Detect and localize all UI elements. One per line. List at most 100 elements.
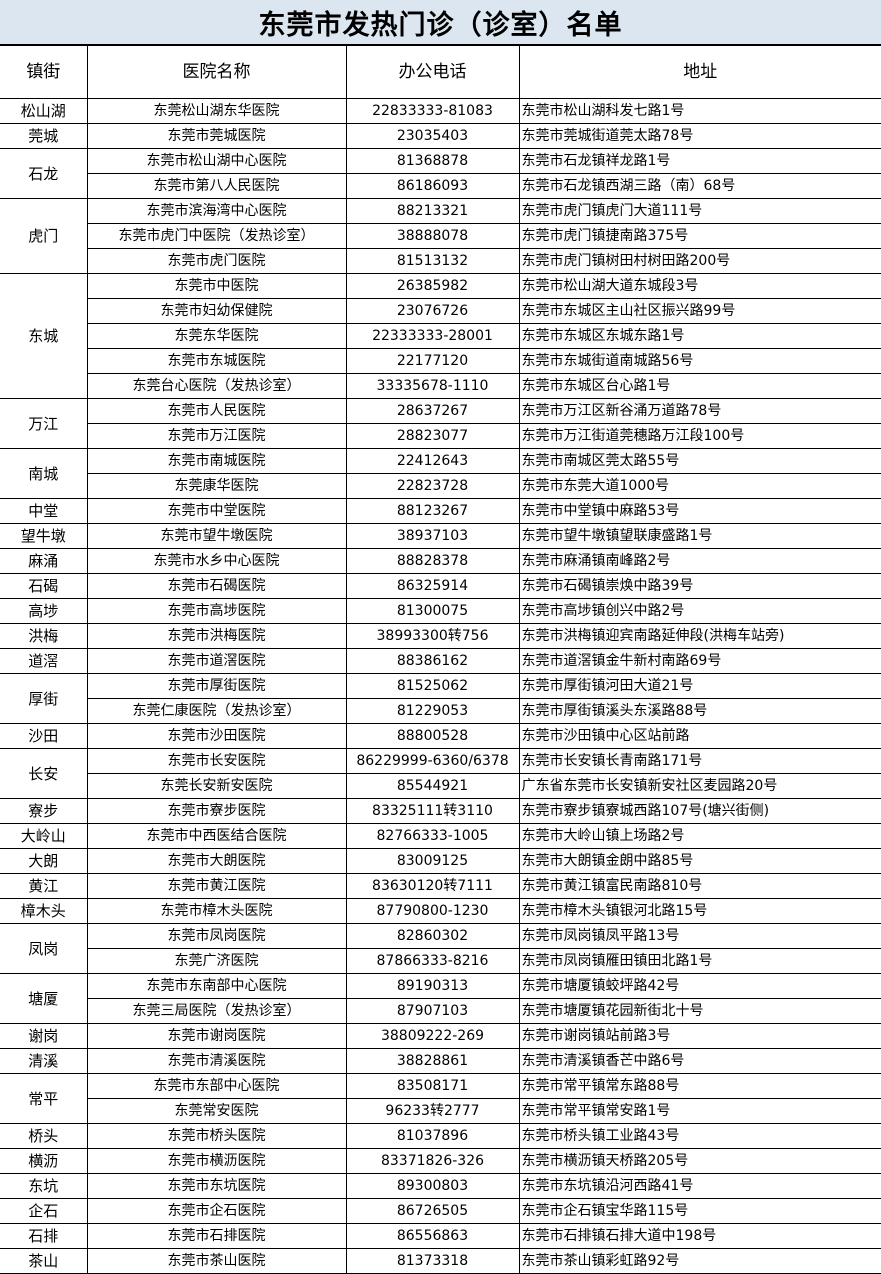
address-cell: 东莞市石碣镇崇焕中路39号 — [518, 573, 881, 599]
table-row: 望牛墩 东莞市望牛墩医院 38937103 东莞市望牛墩镇望联康盛路1号 — [0, 523, 881, 549]
table-row: 茶山 东莞市茶山医院 81373318 东莞市茶山镇彩虹路92号 — [0, 1248, 881, 1274]
hospital-name-cell: 东莞市水乡中心医院 — [86, 548, 347, 574]
phone-cell: 83371826-326 — [345, 1148, 520, 1174]
hospital-name-cell: 东莞市黄江医院 — [86, 873, 347, 899]
hospital-name-cell: 东莞市樟木头医院 — [86, 898, 347, 924]
phone-cell: 28637267 — [345, 398, 520, 424]
address-cell: 东莞市塘厦镇蛟坪路42号 — [518, 973, 881, 999]
phone-cell: 88213321 — [345, 198, 520, 224]
hospital-name-cell: 东莞市寮步医院 — [86, 798, 347, 824]
header-town: 镇街 — [0, 45, 88, 99]
town-cell: 高埗 — [0, 598, 88, 624]
address-cell: 东莞市道滘镇金牛新村南路69号 — [518, 648, 881, 674]
table-row: 道滘 东莞市道滘医院 88386162 东莞市道滘镇金牛新村南路69号 — [0, 648, 881, 674]
hospital-name-cell: 东莞市沙田医院 — [86, 723, 347, 749]
town-cell: 大岭山 — [0, 823, 88, 849]
hospital-name-cell: 东莞市长安医院 — [86, 748, 347, 774]
phone-cell: 86726505 — [345, 1198, 520, 1224]
header-phone: 办公电话 — [345, 45, 520, 99]
town-cell: 道滘 — [0, 648, 88, 674]
hospital-name-cell: 东莞市望牛墩医院 — [86, 523, 347, 549]
page-title: 东莞市发热门诊（诊室）名单 — [0, 0, 881, 45]
table-row: 大岭山 东莞市中西医结合医院 82766333-1005 东莞市大岭山镇上场路2号 — [0, 823, 881, 849]
table-row: 黄江 东莞市黄江医院 83630120转7111 东莞市黄江镇富民南路810号 — [0, 873, 881, 899]
address-cell: 东莞市石排镇石排大道中198号 — [518, 1223, 881, 1249]
table-row: 东坑 东莞市东坑医院 89300803 东莞市东坑镇沿河西路41号 — [0, 1173, 881, 1199]
table-row: 东莞广济医院 87866333-8216 东莞市凤岗镇雁田镇田北路1号 — [0, 948, 881, 974]
address-cell: 东莞市茶山镇彩虹路92号 — [518, 1248, 881, 1274]
town-cell: 东坑 — [0, 1173, 88, 1199]
phone-cell: 86556863 — [345, 1223, 520, 1249]
phone-cell: 26385982 — [345, 273, 520, 299]
address-cell: 东莞市东坑镇沿河西路41号 — [518, 1173, 881, 1199]
table-row: 麻涌 东莞市水乡中心医院 88828378 东莞市麻涌镇南峰路2号 — [0, 548, 881, 574]
town-cell: 松山湖 — [0, 98, 88, 124]
table-row: 高埗 东莞市高埗医院 81300075 东莞市高埗镇创兴中路2号 — [0, 598, 881, 624]
address-cell: 东莞市南城区莞太路55号 — [518, 448, 881, 474]
table-row: 东莞东华医院 22333333-28001 东莞市东城区东城东路1号 — [0, 323, 881, 349]
phone-cell: 86325914 — [345, 573, 520, 599]
phone-cell: 89300803 — [345, 1173, 520, 1199]
phone-cell: 86186093 — [345, 173, 520, 199]
address-cell: 东莞市东莞大道1000号 — [518, 473, 881, 499]
table-row: 南城 东莞市南城医院 22412643 东莞市南城区莞太路55号 — [0, 448, 881, 499]
hospital-name-cell: 东莞市谢岗医院 — [86, 1023, 347, 1049]
hospital-name-cell: 东莞松山湖东华医院 — [86, 98, 347, 124]
phone-cell: 83630120转7111 — [345, 873, 520, 899]
table-row: 寮步 东莞市寮步医院 83325111转3110 东莞市寮步镇寮城西路107号(塘兴街… — [0, 798, 881, 824]
phone-cell: 38809222-269 — [345, 1023, 520, 1049]
address-cell: 东莞市常平镇常安路1号 — [518, 1098, 881, 1124]
address-cell: 东莞市石龙镇西湖三路（南）68号 — [518, 173, 881, 199]
hospital-name-cell: 东莞市洪梅医院 — [86, 623, 347, 649]
address-cell: 东莞市虎门镇树田村树田路200号 — [518, 248, 881, 274]
phone-cell: 38828861 — [345, 1048, 520, 1074]
table-row: 东莞市虎门医院 81513132 东莞市虎门镇树田村树田路200号 — [0, 248, 881, 274]
phone-cell: 88800528 — [345, 723, 520, 749]
hospital-name-cell: 东莞市桥头医院 — [86, 1123, 347, 1149]
phone-cell: 87790800-1230 — [345, 898, 520, 924]
town-cell: 石碣 — [0, 573, 88, 599]
phone-cell: 22833333-81083 — [345, 98, 520, 124]
phone-cell: 83009125 — [345, 848, 520, 874]
hospital-name-cell: 东莞广济医院 — [87, 948, 347, 974]
phone-cell: 81373318 — [345, 1248, 520, 1274]
address-cell: 东莞市寮步镇寮城西路107号(塘兴街侧) — [518, 798, 881, 824]
table-row: 石排 东莞市石排医院 86556863 东莞市石排镇石排大道中198号 — [0, 1223, 881, 1249]
phone-cell: 38993300转756 — [345, 623, 520, 649]
address-cell: 东莞市樟木头镇银河北路15号 — [518, 898, 881, 924]
address-cell: 东莞市大朗镇金朗中路85号 — [518, 848, 881, 874]
town-cell: 樟木头 — [0, 898, 88, 924]
table-row: 大朗 东莞市大朗医院 83009125 东莞市大朗镇金朗中路85号 — [0, 848, 881, 874]
town-cell: 清溪 — [0, 1048, 88, 1074]
phone-cell: 83508171 — [345, 1073, 520, 1099]
table-header-row: 镇街 医院名称 办公电话 地址 — [0, 45, 881, 99]
table-row: 清溪 东莞市清溪医院 38828861 东莞市清溪镇香芒中路6号 — [0, 1048, 881, 1074]
table-row: 凤岗 东莞市凤岗医院 82860302 东莞市凤岗镇凤平路13号 — [0, 923, 881, 974]
address-cell: 东莞市莞城街道莞太路78号 — [518, 123, 881, 149]
phone-cell: 38888078 — [345, 223, 520, 249]
hospital-name-cell: 东莞市东坑医院 — [86, 1173, 347, 1199]
phone-cell: 83325111转3110 — [345, 798, 520, 824]
address-cell: 东莞市石龙镇祥龙路1号 — [518, 148, 881, 174]
address-cell: 东莞市凤岗镇雁田镇田北路1号 — [518, 948, 881, 974]
town-cell: 谢岗 — [0, 1023, 88, 1049]
phone-cell: 81229053 — [345, 698, 520, 724]
address-cell: 东莞市望牛墩镇望联康盛路1号 — [518, 523, 881, 549]
address-cell: 东莞市长安镇长青南路171号 — [518, 748, 881, 774]
town-cell: 东城 — [0, 273, 88, 399]
header-address: 地址 — [518, 45, 881, 99]
address-cell: 东莞市松山湖科发七路1号 — [518, 98, 881, 124]
hospital-name-cell: 东莞长安新安医院 — [87, 773, 347, 799]
table-row: 东莞市虎门中医院（发热诊室） 38888078 东莞市虎门镇捷南路375号 — [0, 223, 881, 249]
hospital-name-cell: 东莞市万江医院 — [87, 423, 347, 449]
town-cell: 万江 — [0, 398, 88, 449]
phone-cell: 96233转2777 — [345, 1098, 520, 1124]
town-cell: 大朗 — [0, 848, 88, 874]
town-cell: 麻涌 — [0, 548, 88, 574]
hospital-name-cell: 东莞市石碣医院 — [86, 573, 347, 599]
table-row: 谢岗 东莞市谢岗医院 38809222-269 东莞市谢岗镇站前路3号 — [0, 1023, 881, 1049]
hospital-name-cell: 东莞市第八人民医院 — [87, 173, 347, 199]
table-row: 厚街 东莞市厚街医院 81525062 东莞市厚街镇河田大道21号 — [0, 673, 881, 724]
phone-cell: 85544921 — [345, 773, 520, 799]
town-cell: 塘厦 — [0, 973, 88, 1024]
